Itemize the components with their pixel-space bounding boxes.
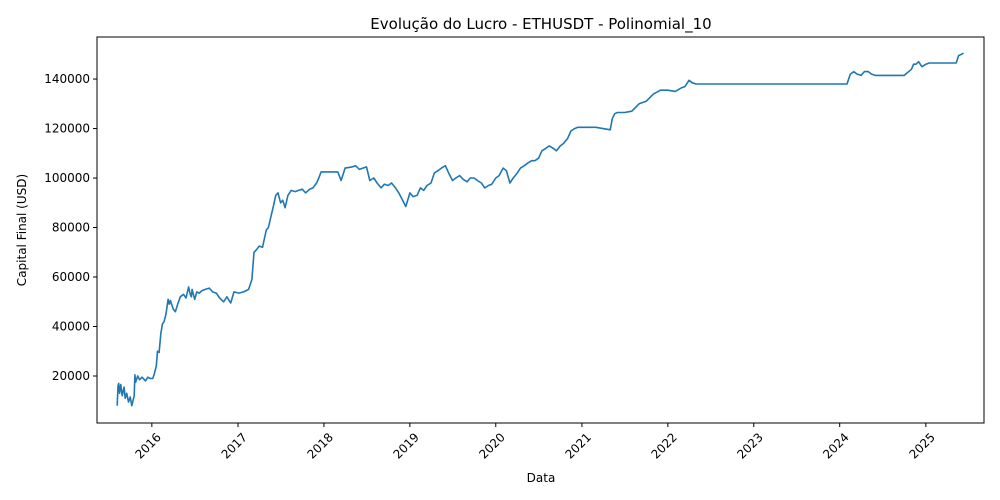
x-axis-title: Data: [527, 471, 556, 485]
x-tick-label: 2025: [906, 430, 937, 461]
y-tick-label: 60000: [52, 270, 90, 284]
x-tick-label: 2017: [219, 430, 250, 461]
x-tick-label: 2016: [132, 430, 163, 461]
y-tick-label: 120000: [44, 122, 90, 136]
y-tick-label: 80000: [52, 221, 90, 235]
x-tick-label: 2024: [820, 430, 851, 461]
y-tick-label: 140000: [44, 72, 90, 86]
series-line-capital: [116, 52, 964, 407]
chart-title: Evolução do Lucro - ETHUSDT - Polinomial…: [370, 15, 711, 34]
y-tick-label: 20000: [52, 369, 90, 383]
x-axis: 2016 2017 2018 2019 2020 2021 2022 2023 2024 2025: [132, 423, 938, 462]
x-tick-label: 2022: [648, 430, 679, 461]
y-tick-label: 100000: [44, 171, 90, 185]
x-tick-label: 2023: [734, 430, 765, 461]
x-tick-label: 2018: [304, 430, 335, 461]
plot-frame: [96, 36, 985, 424]
x-tick-label: 2021: [562, 430, 593, 461]
x-tick-label: 2020: [476, 430, 507, 461]
y-tick-label: 40000: [52, 320, 90, 334]
plot-area: [96, 36, 985, 424]
y-axis-title: Capital Final (USD): [15, 174, 29, 286]
x-tick-label: 2019: [390, 430, 421, 461]
y-axis: 20000 40000 60000 80000 100000 120000 140000: [44, 72, 97, 383]
